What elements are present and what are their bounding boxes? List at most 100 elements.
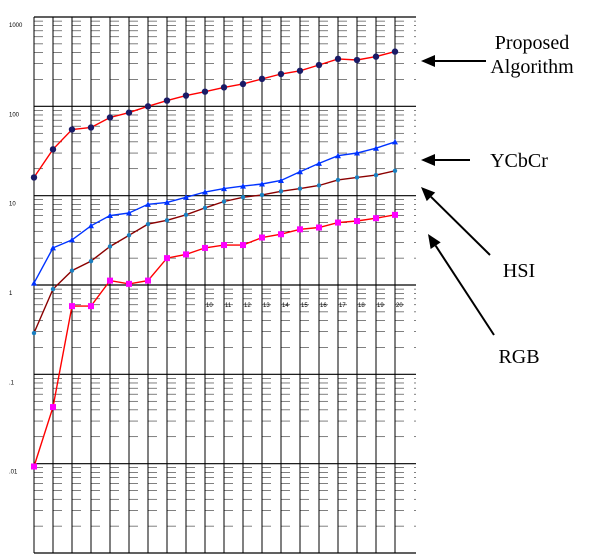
x-tick-label: 13 — [263, 303, 270, 309]
x-tick-label: 19 — [377, 303, 384, 309]
data-point — [50, 286, 56, 292]
data-point — [69, 268, 75, 273]
data-point — [69, 236, 75, 243]
data-point — [278, 189, 284, 194]
data-point — [107, 277, 113, 284]
x-tick-label: 11 — [225, 303, 232, 309]
data-point — [164, 218, 170, 223]
data-point — [106, 114, 114, 121]
data-point — [182, 92, 190, 99]
series-rgb — [31, 211, 398, 470]
data-point — [278, 231, 284, 238]
data-point — [164, 255, 170, 262]
data-point — [107, 212, 113, 218]
series-layer — [30, 48, 399, 470]
y-tick-label: 1000 — [9, 23, 23, 29]
data-point — [69, 303, 75, 310]
data-point — [353, 56, 361, 64]
annotation-label: Proposed Algorithm — [472, 31, 589, 79]
annotation-label: YCbCr — [459, 149, 579, 173]
data-point — [126, 280, 132, 287]
data-point — [391, 48, 399, 55]
data-point — [277, 70, 285, 78]
data-point — [30, 174, 38, 181]
data-point — [259, 192, 265, 198]
y-tick-label: .01 — [9, 470, 18, 476]
x-axis-tick-labels: 10 11 12 13 14 15 16 17 18 19 20 — [206, 303, 403, 309]
data-point — [258, 75, 266, 83]
data-point — [392, 211, 398, 218]
data-point — [145, 277, 151, 284]
data-point — [183, 251, 189, 258]
data-point — [68, 126, 76, 133]
annotation-arrows — [421, 55, 495, 336]
data-point — [392, 168, 398, 173]
data-point — [297, 168, 303, 175]
annotation-arrow-head — [421, 187, 436, 202]
data-point — [202, 205, 208, 211]
annotation-arrow-head — [421, 154, 435, 166]
data-point — [392, 138, 398, 145]
x-tick-label: 20 — [396, 303, 403, 309]
data-point — [221, 242, 227, 249]
annotation-label: HSI — [459, 259, 579, 283]
data-point — [316, 224, 322, 231]
data-point — [145, 201, 151, 207]
annotation-label-line: RGB — [498, 346, 540, 368]
data-point — [334, 55, 342, 63]
annotation-arrow-head — [421, 55, 435, 67]
annotation-label-line: YCbCr — [490, 150, 548, 172]
x-tick-label: 14 — [282, 303, 289, 309]
data-point — [354, 218, 360, 225]
data-point — [88, 222, 94, 229]
data-point — [31, 280, 37, 286]
data-point — [50, 244, 56, 251]
series-line — [33, 170, 396, 334]
series-proposed-algorithm — [30, 48, 399, 181]
data-point — [335, 152, 341, 159]
data-point — [354, 150, 360, 156]
data-point — [31, 330, 37, 336]
data-point — [240, 242, 246, 249]
data-point — [373, 145, 379, 151]
data-point — [164, 199, 170, 205]
y-tick-label: .1 — [9, 380, 15, 386]
data-point — [354, 175, 360, 180]
data-point — [88, 303, 94, 310]
data-point — [49, 146, 57, 153]
data-point — [278, 177, 284, 183]
x-tick-label: 10 — [206, 303, 213, 309]
series-line — [33, 141, 396, 284]
annotation-arrow-shaft — [430, 196, 491, 256]
grid — [33, 16, 416, 554]
x-tick-label: 16 — [320, 303, 327, 309]
data-point — [259, 181, 265, 187]
data-point — [145, 221, 151, 227]
data-point — [240, 195, 246, 200]
data-point — [372, 53, 380, 60]
data-point — [125, 109, 133, 116]
annotation-label-line: HSI — [502, 260, 536, 282]
series-hsi — [31, 168, 398, 336]
annotation-label-line: Proposed — [494, 32, 570, 54]
data-point — [126, 209, 132, 216]
series-line — [33, 214, 396, 467]
data-point — [107, 244, 113, 249]
data-point — [202, 244, 208, 251]
data-point — [335, 177, 341, 183]
data-point — [31, 463, 37, 470]
data-point — [240, 183, 246, 189]
data-point — [202, 188, 208, 195]
data-point — [183, 194, 189, 200]
data-point — [144, 103, 152, 110]
x-tick-label: 12 — [244, 303, 251, 309]
data-point — [315, 61, 323, 69]
data-point — [297, 226, 303, 233]
data-point — [316, 183, 322, 188]
x-tick-label: 18 — [358, 303, 365, 309]
data-point — [183, 212, 189, 218]
data-point — [335, 219, 341, 226]
y-tick-label: 100 — [9, 112, 20, 118]
